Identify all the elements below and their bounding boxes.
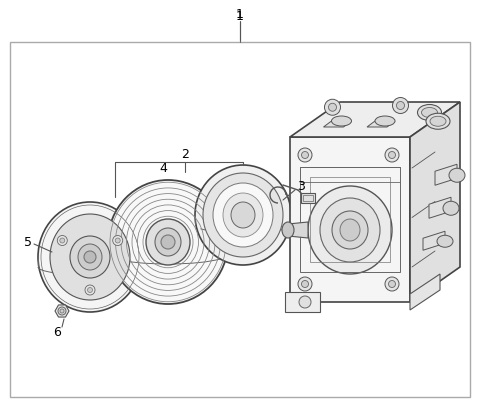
Text: 3: 3 [297,180,305,193]
Polygon shape [285,292,320,312]
Circle shape [115,238,120,243]
Circle shape [113,236,123,245]
Polygon shape [324,121,351,127]
Polygon shape [410,274,440,310]
Ellipse shape [418,105,442,120]
Ellipse shape [332,211,368,249]
Ellipse shape [231,202,255,228]
Circle shape [324,99,340,115]
Bar [301,193,315,203]
Circle shape [57,236,67,245]
Circle shape [388,280,396,287]
Circle shape [85,285,95,295]
Text: 4: 4 [159,162,167,175]
Ellipse shape [155,228,181,256]
Polygon shape [290,102,460,137]
Ellipse shape [282,222,294,238]
Ellipse shape [161,235,175,249]
Text: 6: 6 [53,326,61,339]
Circle shape [298,277,312,291]
Ellipse shape [38,202,142,312]
Ellipse shape [332,116,351,126]
Text: 1: 1 [236,11,244,24]
Bar [10,42,470,397]
Ellipse shape [340,219,360,241]
Circle shape [60,238,65,243]
Ellipse shape [78,244,102,270]
Polygon shape [410,102,460,302]
Circle shape [388,151,396,158]
Ellipse shape [108,180,228,304]
Circle shape [58,307,66,315]
Circle shape [87,287,93,293]
Circle shape [396,101,405,109]
Circle shape [385,148,399,162]
Circle shape [328,103,336,111]
Text: 5: 5 [24,236,32,249]
Circle shape [299,296,311,308]
Ellipse shape [203,173,283,257]
Ellipse shape [223,193,263,237]
Ellipse shape [375,116,395,126]
Polygon shape [429,197,451,218]
Ellipse shape [50,214,130,300]
Text: 2: 2 [181,149,189,162]
Polygon shape [55,305,69,317]
Polygon shape [290,137,410,302]
Polygon shape [435,164,457,185]
Ellipse shape [308,186,392,274]
Ellipse shape [426,113,450,129]
Ellipse shape [443,201,459,215]
Ellipse shape [213,183,273,247]
Circle shape [385,277,399,291]
Bar [303,195,313,201]
Circle shape [60,309,64,313]
Ellipse shape [195,165,291,265]
Ellipse shape [84,251,96,263]
Ellipse shape [146,219,190,265]
Ellipse shape [430,116,446,126]
Bar [310,177,390,262]
Ellipse shape [70,236,110,278]
Polygon shape [367,121,395,127]
Polygon shape [423,231,445,250]
Circle shape [298,148,312,162]
Bar [300,167,400,272]
Ellipse shape [449,168,465,182]
Circle shape [393,98,408,114]
Circle shape [301,151,309,158]
Text: 1: 1 [236,9,244,22]
Ellipse shape [421,107,437,118]
Circle shape [301,280,309,287]
Ellipse shape [320,198,380,262]
Polygon shape [288,222,308,238]
Ellipse shape [437,235,453,247]
